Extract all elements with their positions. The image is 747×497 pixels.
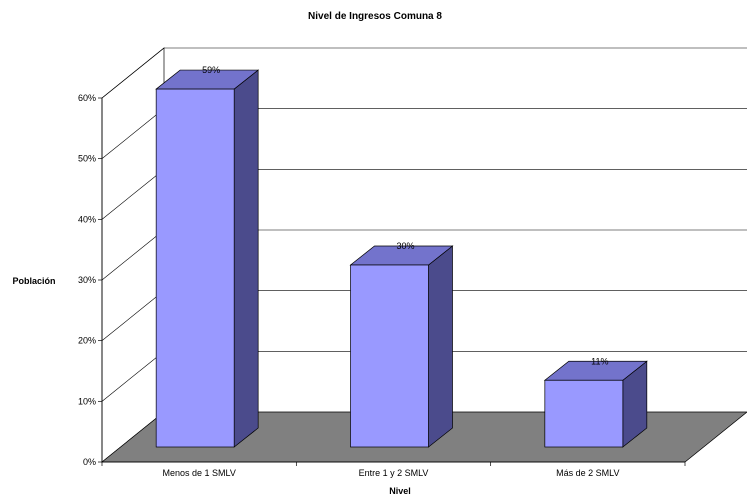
bars <box>155 69 648 448</box>
x-tick-label: Menos de 1 SMLV <box>162 468 235 478</box>
gridline-diagonal <box>101 229 165 281</box>
bar-front <box>544 379 624 448</box>
bar <box>349 245 454 448</box>
y-tick-label: 40% <box>78 214 96 224</box>
x-axis-title: Nivel <box>389 486 411 496</box>
x-axis: Menos de 1 SMLV Entre 1 y 2 SMLV Más de 2 … <box>101 461 686 478</box>
y-axis: 0% 10% 20% 30% 40% 50% 60% <box>78 93 103 467</box>
gridline-diagonal <box>101 108 165 159</box>
chart-title: Nivel de Ingresos Comuna 8 <box>308 11 442 22</box>
x-tick-label: Más de 2 SMLV <box>556 468 619 478</box>
bar-front <box>155 88 235 448</box>
y-tick-label: 50% <box>78 154 96 164</box>
gridline-diagonal <box>101 169 165 220</box>
bar-front <box>350 264 429 448</box>
bar <box>155 69 260 448</box>
gridline-diagonal <box>101 290 165 341</box>
y-tick-label: 30% <box>78 275 96 285</box>
y-tick-label: 0% <box>83 457 96 467</box>
chart-gridlines <box>101 47 747 402</box>
data-label: 59% <box>202 65 220 75</box>
data-label: 11% <box>591 356 608 366</box>
gridline-diagonal <box>101 351 165 402</box>
gridline-diagonal <box>101 47 165 99</box>
data-labels: 59% 30% 11% <box>202 65 608 366</box>
y-tick-label: 10% <box>78 396 96 406</box>
x-tick-label: Entre 1 y 2 SMLV <box>359 468 429 478</box>
y-tick-label: 20% <box>78 336 96 346</box>
y-tick-label: 60% <box>78 93 96 103</box>
y-axis-title: Población <box>12 276 55 286</box>
bar-side <box>428 245 453 448</box>
bar <box>543 360 648 448</box>
bar-side <box>233 69 259 448</box>
data-label: 30% <box>396 241 414 251</box>
